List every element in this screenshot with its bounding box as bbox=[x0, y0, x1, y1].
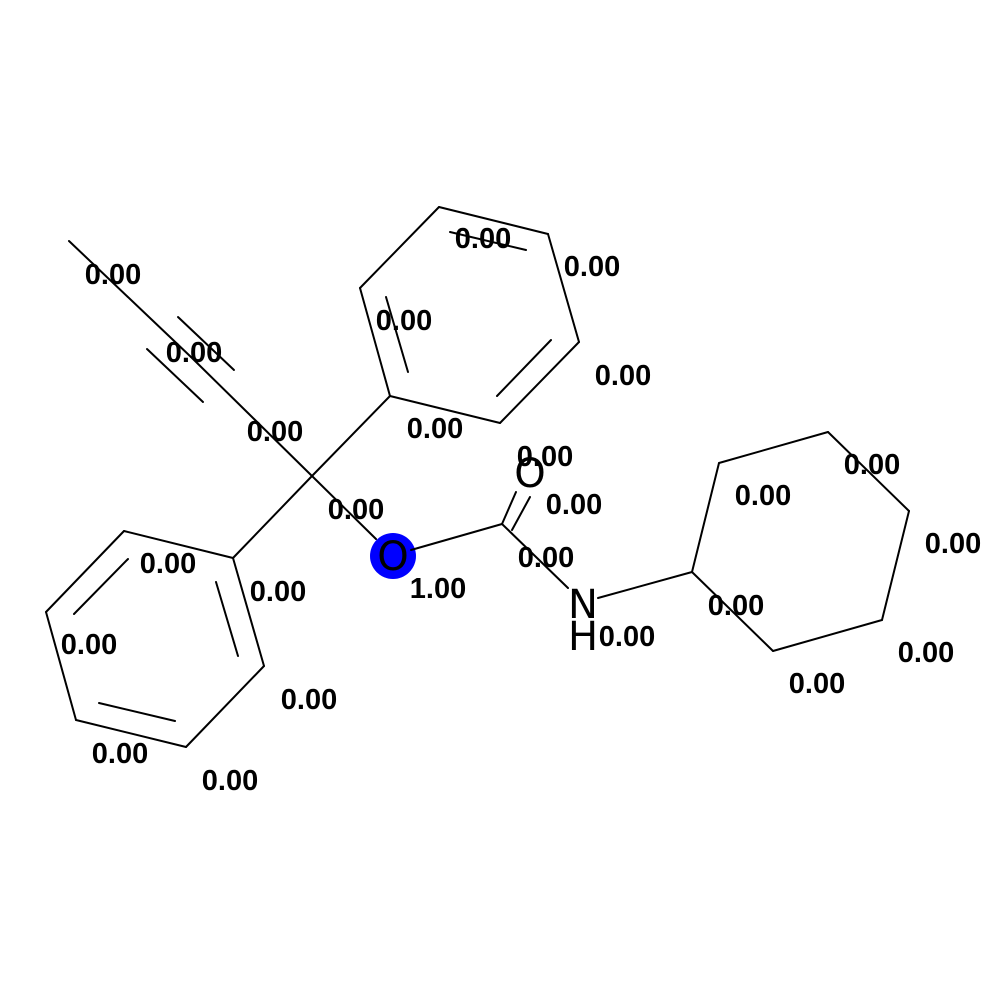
bond-ring2-f bbox=[232, 557, 265, 667]
bond-ring3-e bbox=[772, 619, 883, 652]
bond-ring3-f bbox=[691, 571, 774, 652]
bond-ring1-inner-3 bbox=[496, 339, 552, 397]
weight-label: 0.00 bbox=[599, 621, 655, 653]
weight-label: 0.00 bbox=[85, 259, 141, 291]
weight-label: 0.00 bbox=[595, 360, 651, 392]
bond-carbonyl-double-a bbox=[501, 491, 517, 525]
bond-ring1-inner-2 bbox=[449, 231, 527, 251]
weight-label: 0.00 bbox=[328, 494, 384, 526]
bond-nitrogen-cyclohexyl bbox=[597, 571, 693, 599]
bond-ring2-d bbox=[75, 719, 187, 748]
weight-label: 0.00 bbox=[517, 441, 573, 473]
bond-quaternary-oxygen bbox=[311, 475, 377, 540]
weight-label: 1.00 bbox=[410, 573, 466, 605]
bond-ring2-inner-3 bbox=[215, 581, 239, 657]
bond-ring1-a bbox=[359, 287, 391, 397]
weight-label: 0.00 bbox=[376, 305, 432, 337]
bond-ring3-d bbox=[881, 510, 910, 621]
bond-ring3-b bbox=[718, 431, 829, 464]
weight-label: 0.00 bbox=[735, 480, 791, 512]
weight-label: 0.00 bbox=[708, 590, 764, 622]
weight-label: 0.00 bbox=[518, 542, 574, 574]
weight-label: 0.00 bbox=[140, 548, 196, 580]
bond-carbonyl-nitrogen bbox=[501, 523, 569, 589]
bond-ring2-c bbox=[45, 611, 77, 721]
atom-ether-oxygen: O bbox=[377, 534, 408, 580]
weight-label: 0.00 bbox=[166, 337, 222, 369]
bond-ring2-inner-1 bbox=[73, 558, 129, 615]
weight-label: 0.00 bbox=[455, 223, 511, 255]
bond-quaternary-ring2 bbox=[232, 475, 313, 559]
bond-ring1-e bbox=[499, 341, 580, 424]
bond-methyl bbox=[68, 240, 192, 358]
weight-label: 0.00 bbox=[92, 738, 148, 770]
bond-quaternary-ring1 bbox=[311, 395, 391, 477]
atom-amide-hydrogen: H bbox=[568, 614, 598, 660]
weight-label: 0.00 bbox=[61, 629, 117, 661]
bond-group bbox=[45, 206, 910, 748]
weight-label: 0.00 bbox=[546, 489, 602, 521]
bond-ring3-a bbox=[691, 462, 720, 573]
weight-label: 0.00 bbox=[925, 528, 981, 560]
weight-label: 0.00 bbox=[564, 251, 620, 283]
bond-triple-inner-b bbox=[146, 348, 204, 403]
bond-oxygen-carbonyl bbox=[410, 523, 503, 551]
weight-labels: 0.00 0.00 0.00 0.00 0.00 0.00 0.00 0.00 … bbox=[61, 223, 981, 797]
bond-ring2-inner-2 bbox=[98, 702, 176, 722]
bond-ring1-f bbox=[389, 395, 501, 424]
weight-label: 0.00 bbox=[281, 684, 337, 716]
bond-triple-inner-a bbox=[177, 316, 235, 371]
weight-label: 0.00 bbox=[407, 413, 463, 445]
bond-carbonyl-double-b bbox=[511, 496, 531, 531]
bond-ring1-b bbox=[359, 206, 440, 289]
weight-label: 0.00 bbox=[844, 449, 900, 481]
bond-ring1-d bbox=[547, 233, 580, 343]
atom-carbonyl-oxygen: O bbox=[514, 451, 545, 497]
weight-label: 0.00 bbox=[202, 765, 258, 797]
bond-ring2-b bbox=[45, 530, 125, 613]
bond-ring2-e bbox=[185, 665, 265, 748]
weight-label: 0.00 bbox=[898, 637, 954, 669]
bond-ring2-a bbox=[123, 530, 234, 559]
bond-ring1-inner-1 bbox=[385, 296, 409, 373]
atom-amide-nitrogen: N bbox=[568, 582, 598, 628]
weight-label: 0.00 bbox=[789, 668, 845, 700]
bond-alkyne-quaternary bbox=[190, 356, 313, 477]
atom-highlight bbox=[370, 533, 416, 579]
weight-label: 0.00 bbox=[247, 416, 303, 448]
bond-ring3-c bbox=[827, 431, 910, 512]
bond-ring1-c bbox=[438, 206, 549, 235]
weight-label: 0.00 bbox=[250, 576, 306, 608]
